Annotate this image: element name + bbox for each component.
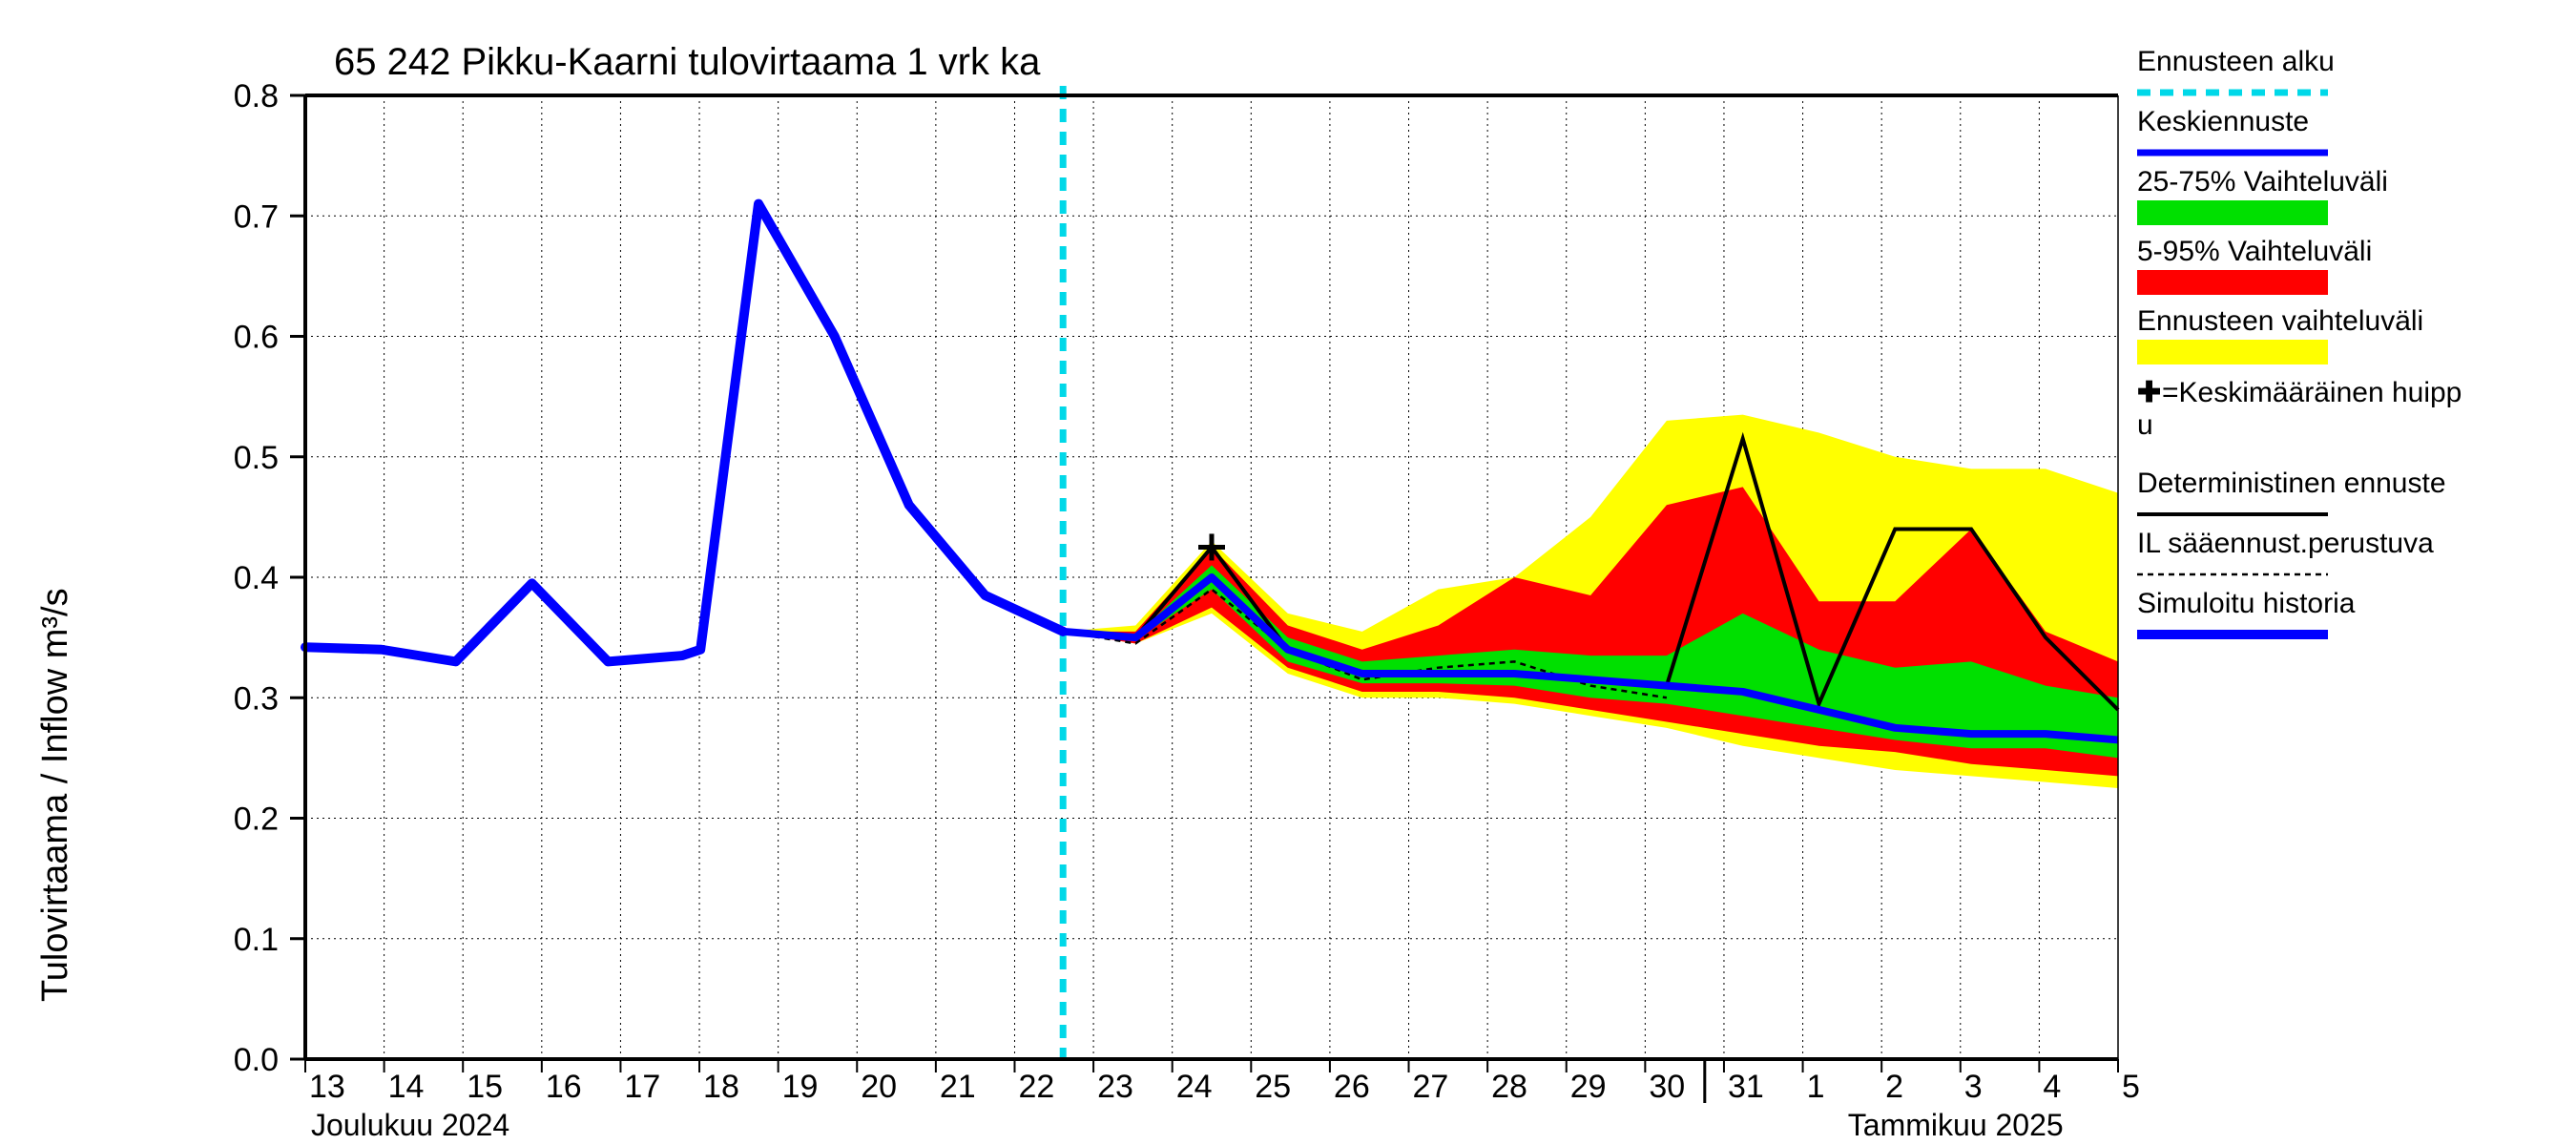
xtick-label: 5 [2122,1069,2140,1105]
xtick-label: 4 [2043,1069,2061,1105]
xtick-label: 26 [1334,1069,1370,1105]
xtick-label: 21 [940,1069,976,1105]
chart-svg: 0.00.10.20.30.40.50.60.70.81314151617181… [0,0,2576,1145]
ytick-label: 0.6 [234,320,279,356]
xtick-label: 22 [1018,1069,1054,1105]
xtick-label: 2 [1885,1069,1903,1105]
y-axis-label: Tulovirtaama / Inflow m³/s [35,588,75,1002]
xtick-label: 28 [1491,1069,1527,1105]
xtick-label: 13 [309,1069,345,1105]
month-label-jan-fi: Tammikuu 2025 [1848,1108,2064,1142]
ytick-label: 0.3 [234,680,279,717]
xtick-label: 1 [1807,1069,1825,1105]
legend-label: Ennusteen alku [2137,46,2335,77]
xtick-label: 20 [861,1069,897,1105]
legend-label: Deterministinen ennuste [2137,468,2446,499]
legend-label: IL sääennust.perustuva [2137,528,2434,559]
legend-marker-prefix: ✚ [2137,377,2161,408]
ytick-label: 0.5 [234,440,279,476]
legend-label: 25-75% Vaihteluväli [2137,166,2388,198]
ytick-label: 0.4 [234,560,279,596]
xtick-label: 27 [1413,1069,1449,1105]
xtick-label: 18 [703,1069,739,1105]
ytick-label: 0.2 [234,802,279,838]
legend-label: Keskiennuste [2137,106,2309,137]
xtick-label: 19 [782,1069,819,1105]
chart-title: 65 242 Pikku-Kaarni tulovirtaama 1 vrk k… [334,41,1041,83]
ytick-label: 0.7 [234,198,279,235]
legend-label: 5-95% Vaihteluväli [2137,236,2372,267]
ytick-label: 0.1 [234,922,279,958]
xtick-label: 29 [1570,1069,1607,1105]
legend-swatch [2137,200,2328,225]
xtick-label: 25 [1255,1069,1291,1105]
ytick-label: 0.8 [234,78,279,114]
legend-swatch [2137,340,2328,364]
xtick-label: 23 [1097,1069,1133,1105]
month-label-dec-fi: Joulukuu 2024 [311,1108,509,1142]
legend-label: u [2137,409,2153,441]
xtick-label: 16 [546,1069,582,1105]
xtick-label: 30 [1649,1069,1685,1105]
legend-label: =Keskimääräinen huipp [2162,377,2462,408]
xtick-label: 14 [388,1069,425,1105]
xtick-label: 15 [467,1069,503,1105]
legend-label: Ennusteen vaihteluväli [2137,305,2423,337]
xtick-label: 3 [1964,1069,1983,1105]
legend-swatch [2137,270,2328,295]
xtick-label: 31 [1728,1069,1764,1105]
xtick-label: 24 [1176,1069,1213,1105]
ytick-label: 0.0 [234,1042,279,1078]
xtick-label: 17 [624,1069,660,1105]
chart-container: { "chart": { "type": "line-with-bands", … [0,0,2576,1145]
legend-label: Simuloitu historia [2137,588,2356,619]
